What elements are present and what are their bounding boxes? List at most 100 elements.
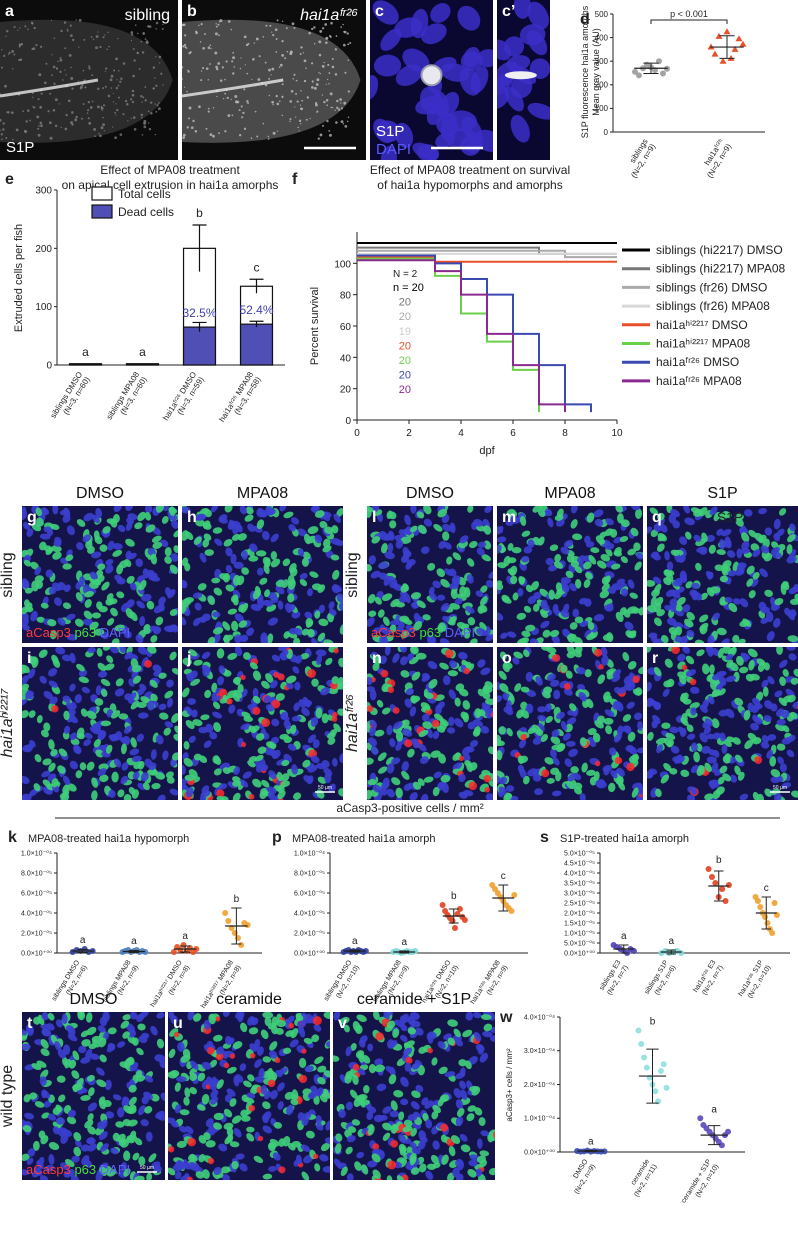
nucleus — [455, 1158, 464, 1167]
stain-word: p63 — [74, 1162, 96, 1177]
nucleus — [686, 733, 696, 740]
chart-title: on apical cell extrusion in hai1a amorph… — [62, 178, 279, 192]
nucleus — [523, 546, 533, 554]
nucleus — [791, 790, 798, 798]
nucleus — [119, 1061, 130, 1069]
nucleus — [285, 1030, 294, 1037]
nucleus — [52, 1106, 62, 1115]
nucleus — [46, 528, 54, 536]
nucleus — [790, 677, 798, 685]
nucleus — [395, 743, 402, 751]
nucleus — [716, 627, 727, 636]
speckle — [289, 118, 292, 121]
speckle — [143, 125, 147, 129]
speckle — [252, 57, 255, 61]
data-point — [731, 45, 739, 52]
nucleus — [694, 639, 705, 643]
nucleus — [259, 764, 269, 772]
speckle — [150, 112, 153, 115]
nucleus — [631, 506, 640, 511]
nucleus — [40, 602, 49, 609]
nucleus — [369, 719, 377, 728]
speckle — [272, 103, 274, 106]
nucleus — [600, 554, 611, 562]
image-panel — [22, 647, 178, 800]
speckle — [141, 133, 144, 136]
y-tick-label: 4.0×10⁻⁰⁵ — [294, 909, 325, 917]
speckle — [1, 138, 3, 140]
nucleus — [278, 1067, 288, 1075]
nucleus — [110, 607, 118, 617]
nucleus — [410, 695, 418, 704]
nucleus — [29, 655, 36, 666]
nucleus — [171, 668, 178, 675]
nucleus — [636, 552, 643, 560]
nucleus — [666, 678, 675, 688]
nucleus — [527, 1, 549, 30]
nucleus — [252, 589, 261, 600]
panel-letter: d — [580, 11, 590, 28]
speckle — [99, 45, 102, 49]
nucleus — [214, 538, 223, 546]
speckle — [257, 78, 261, 81]
significance-letter: a — [82, 345, 89, 359]
nucleus — [388, 1040, 398, 1049]
speckle — [77, 80, 79, 82]
speckle — [140, 116, 143, 119]
nucleus — [102, 526, 111, 534]
nucleus — [39, 1175, 49, 1180]
apoptotic-cell — [405, 1056, 413, 1064]
nucleus — [184, 1087, 191, 1098]
image-content — [647, 647, 798, 800]
speckle — [102, 104, 106, 107]
speckle — [160, 72, 163, 75]
nucleus — [411, 671, 421, 681]
data-point — [719, 57, 727, 64]
nucleus — [315, 1115, 322, 1125]
nucleus — [387, 542, 394, 553]
nucleus — [550, 736, 561, 745]
nucleus — [488, 1167, 495, 1176]
apoptotic-cell — [598, 664, 604, 670]
nucleus — [534, 637, 544, 643]
nucleus — [100, 678, 111, 687]
nucleus — [505, 86, 524, 112]
nucleus — [410, 647, 419, 654]
nucleus — [422, 1112, 429, 1122]
speckle — [4, 84, 7, 88]
nucleus — [562, 603, 570, 613]
nucleus — [706, 756, 717, 764]
speckle — [5, 35, 7, 37]
speckle — [78, 46, 80, 48]
nucleus — [97, 563, 106, 571]
nucleus — [144, 1075, 154, 1083]
apoptotic-cell — [261, 718, 271, 727]
nucleus — [573, 782, 583, 790]
nucleus — [85, 1012, 93, 1023]
nucleus — [449, 603, 461, 610]
chart-title: MPA08-treated hai1a amorph — [292, 833, 436, 845]
nucleus — [333, 1055, 340, 1062]
nucleus — [142, 782, 150, 791]
nucleus — [586, 769, 596, 776]
apoptotic-cell — [444, 649, 454, 658]
nucleus — [622, 714, 632, 722]
nucleus — [31, 1063, 42, 1070]
nucleus — [458, 1059, 467, 1067]
panel-letter: u — [173, 1015, 183, 1032]
nucleus — [773, 618, 781, 628]
nucleus — [739, 666, 749, 674]
nucleus — [732, 561, 739, 572]
speckle — [86, 112, 89, 114]
nucleus — [593, 771, 600, 781]
speckle — [218, 21, 221, 23]
nucleus — [69, 760, 78, 770]
nucleus — [262, 1101, 271, 1110]
speckle — [67, 99, 71, 103]
nucleus — [596, 781, 607, 789]
nucleus — [270, 1071, 278, 1081]
nucleus — [218, 665, 226, 674]
nucleus — [192, 592, 203, 599]
nucleus — [271, 718, 280, 727]
speckle — [344, 71, 347, 74]
